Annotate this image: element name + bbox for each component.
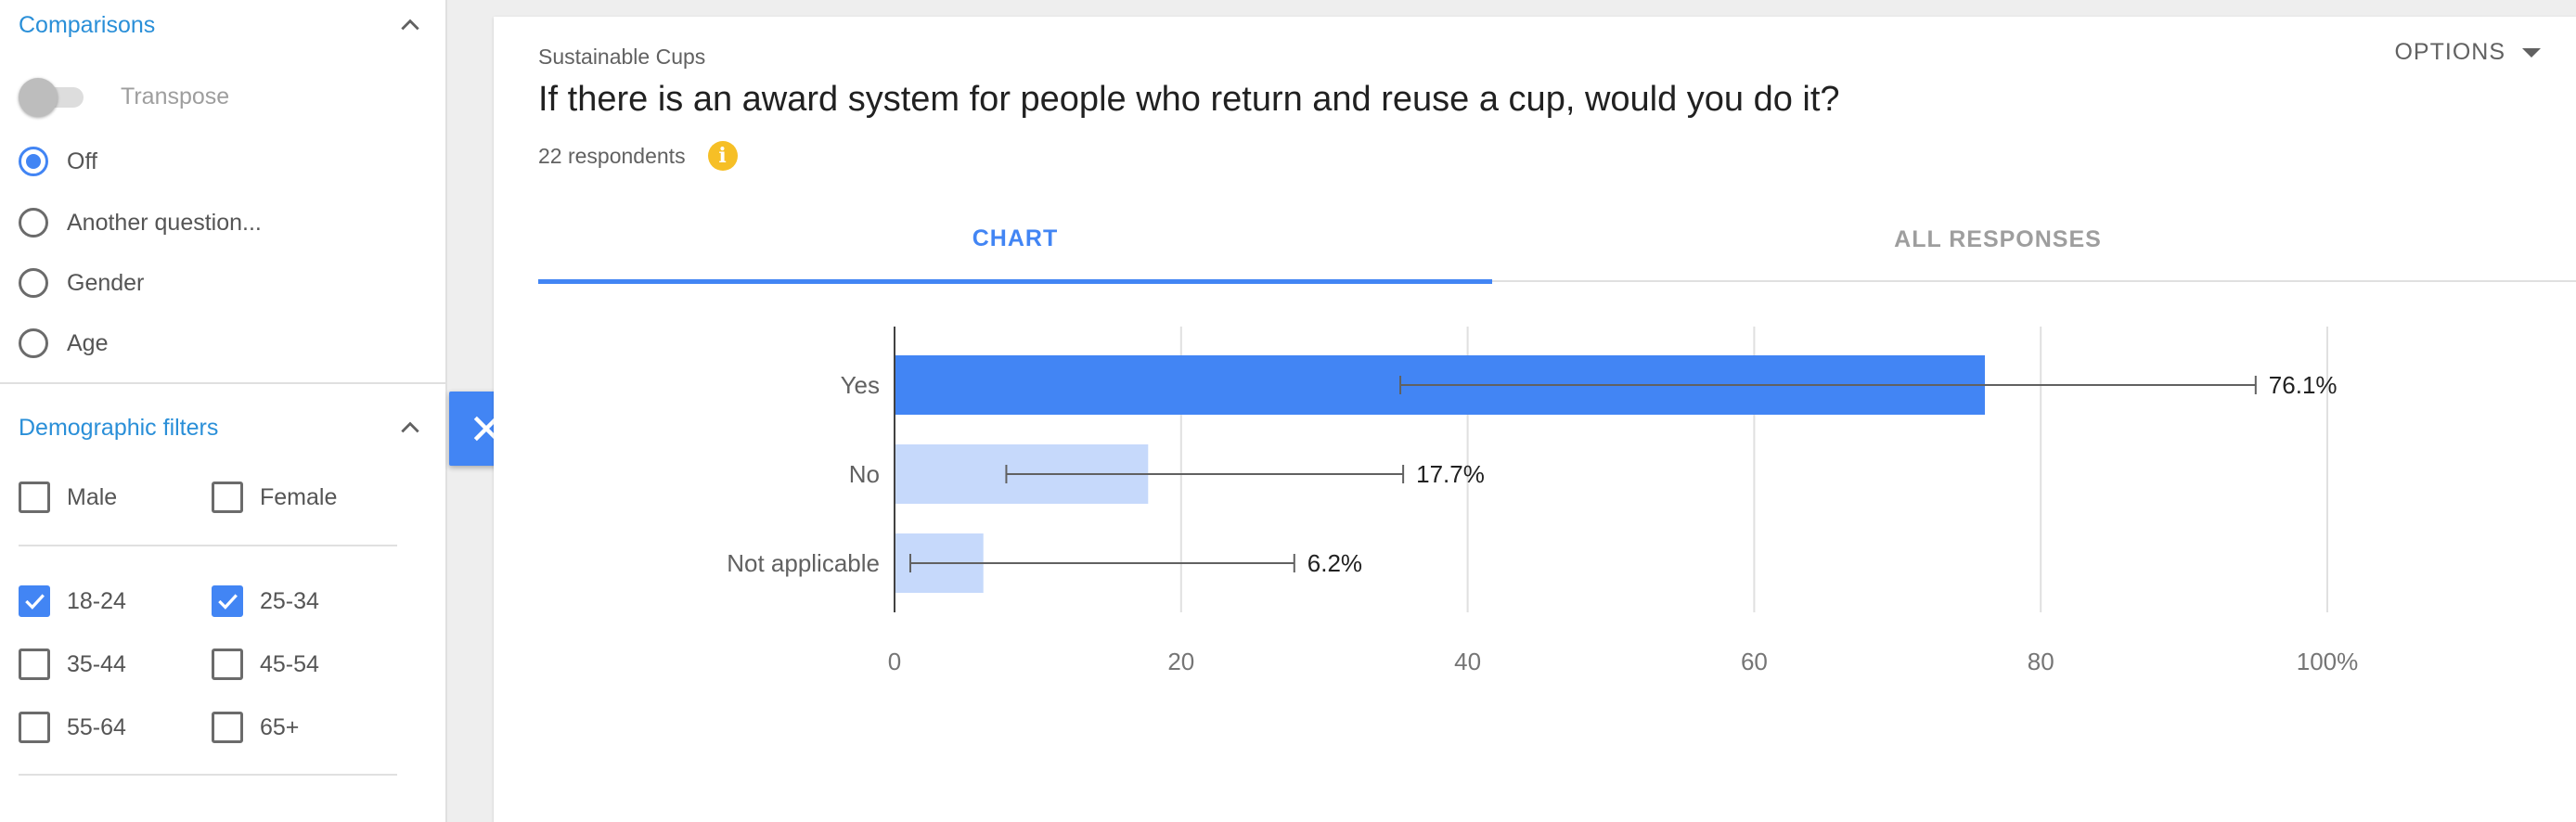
checkbox[interactable]: [19, 585, 50, 617]
transpose-toggle[interactable]: [19, 76, 87, 117]
tick-label: 60: [1741, 648, 1768, 675]
sidebar: Comparisons Transpose Off Another questi…: [0, 0, 447, 822]
radio-another-question[interactable]: Another question...: [19, 202, 262, 243]
data-label: 6.2%: [1307, 549, 1362, 577]
data-label: 76.1%: [2269, 371, 2338, 399]
tick-label: 20: [1167, 648, 1194, 675]
checkbox-label: 25-34: [260, 587, 319, 614]
demographic-filters-title: Demographic filters: [19, 414, 219, 441]
radio-button[interactable]: [19, 328, 48, 358]
radio-label: Off: [67, 148, 97, 174]
checkbox[interactable]: [19, 712, 50, 743]
tab-bar: CHART ALL RESPONSES: [538, 199, 2576, 284]
checkbox-label: 45-54: [260, 650, 319, 677]
comparisons-header[interactable]: Comparisons: [19, 2, 427, 48]
tick-label: 80: [2028, 648, 2054, 675]
checkbox-age-55-64[interactable]: 55-64: [19, 707, 126, 748]
filter-divider: [19, 774, 397, 776]
chevron-up-icon[interactable]: [393, 8, 427, 42]
checkbox-age-35-44[interactable]: 35-44: [19, 644, 126, 685]
checkbox-female[interactable]: Female: [212, 477, 337, 518]
bar-chart: 76.1% Yes 17.7% No 6.2% Not applicable 0 20 40 60…: [727, 327, 2359, 675]
data-label: 17.7%: [1416, 460, 1485, 488]
tab-all-responses[interactable]: ALL RESPONSES: [1894, 225, 2102, 252]
checkbox[interactable]: [19, 649, 50, 680]
question-card: Sustainable Cups If there is an award sy…: [494, 17, 2576, 822]
checkbox-label: 65+: [260, 713, 300, 740]
checkbox-label: Male: [67, 483, 118, 510]
checkbox[interactable]: [19, 482, 50, 513]
radio-button[interactable]: [19, 208, 48, 238]
comparisons-title: Comparisons: [19, 11, 156, 38]
category-label: Yes: [841, 371, 880, 399]
radio-label: Gender: [67, 269, 145, 296]
chevron-up-icon[interactable]: [393, 411, 427, 444]
respondents-row: 22 respondents i: [538, 141, 738, 171]
checkbox-age-65-plus[interactable]: 65+: [212, 707, 299, 748]
options-menu-button[interactable]: OPTIONS: [2394, 39, 2541, 66]
checkbox-age-18-24[interactable]: 18-24: [19, 581, 126, 622]
radio-age[interactable]: Age: [19, 323, 108, 364]
transpose-label: Transpose: [121, 83, 230, 109]
checkbox-label: 18-24: [67, 587, 126, 614]
checkbox-male[interactable]: Male: [19, 477, 117, 518]
checkbox[interactable]: [212, 649, 243, 680]
checkbox-label: 55-64: [67, 713, 126, 740]
checkbox[interactable]: [212, 482, 243, 513]
tab-chart[interactable]: CHART: [538, 199, 1492, 284]
info-icon[interactable]: i: [707, 141, 738, 171]
checkbox-label: 35-44: [67, 650, 126, 677]
checkbox[interactable]: [212, 712, 243, 743]
radio-off[interactable]: Off: [19, 141, 97, 182]
category-label: Not applicable: [727, 549, 880, 577]
radio-button[interactable]: [19, 268, 48, 298]
filter-divider: [19, 545, 397, 546]
transpose-row[interactable]: Transpose: [19, 76, 229, 117]
tick-label: 40: [1454, 648, 1481, 675]
checkbox-age-25-34[interactable]: 25-34: [212, 581, 319, 622]
options-label: OPTIONS: [2394, 39, 2505, 65]
tick-label: 0: [888, 648, 901, 675]
checkbox-label: Female: [260, 483, 338, 510]
demographic-filters-header[interactable]: Demographic filters: [19, 405, 427, 451]
caret-down-icon: [2522, 47, 2541, 58]
tick-label: 100%: [2297, 648, 2359, 675]
section-divider: [0, 382, 447, 384]
question-title: If there is an award system for people w…: [538, 80, 1840, 119]
radio-label: Age: [67, 329, 109, 356]
radio-gender[interactable]: Gender: [19, 263, 144, 303]
respondents-count: 22 respondents: [538, 143, 686, 168]
radio-button[interactable]: [19, 147, 48, 176]
checkbox-age-45-54[interactable]: 45-54: [212, 644, 319, 685]
survey-name: Sustainable Cups: [538, 45, 706, 69]
radio-label: Another question...: [67, 209, 262, 236]
checkbox[interactable]: [212, 585, 243, 617]
category-label: No: [849, 460, 880, 488]
